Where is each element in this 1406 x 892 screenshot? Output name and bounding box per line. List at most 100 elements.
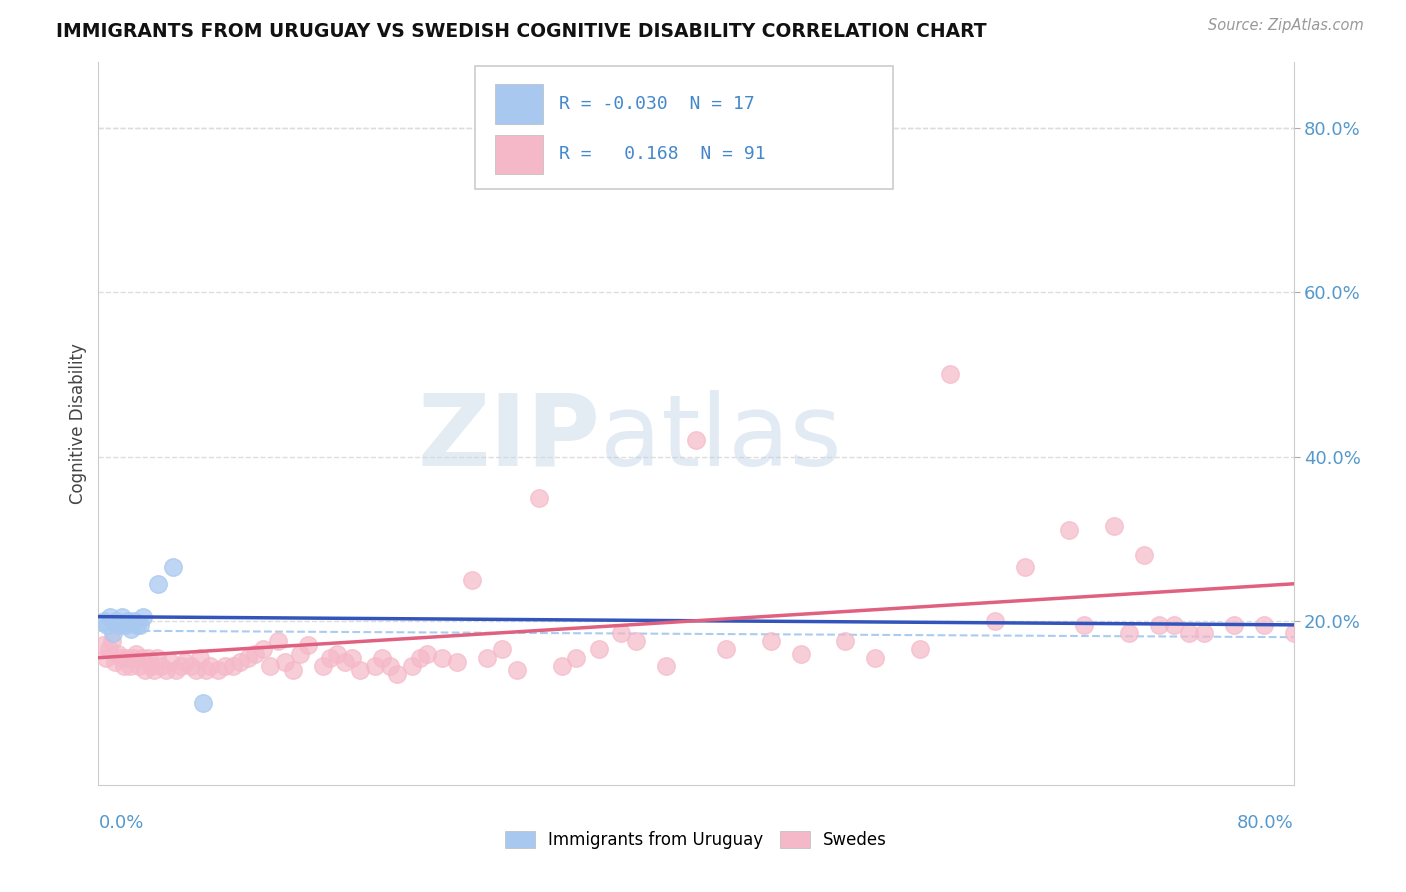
- Point: [96, 618, 118, 632]
- Point: [139, 659, 162, 673]
- Point: [1147, 618, 1170, 632]
- Point: [908, 642, 931, 657]
- Point: [125, 647, 148, 661]
- Point: [1163, 618, 1185, 632]
- Text: ZIP: ZIP: [418, 390, 600, 487]
- Point: [91, 639, 114, 653]
- Point: [124, 614, 146, 628]
- Point: [259, 659, 281, 673]
- Point: [110, 650, 132, 665]
- Point: [136, 650, 159, 665]
- Point: [150, 659, 173, 673]
- Point: [184, 663, 207, 677]
- Point: [281, 663, 304, 677]
- Point: [222, 659, 245, 673]
- Point: [446, 655, 468, 669]
- Point: [378, 659, 401, 673]
- Point: [162, 560, 184, 574]
- Text: 0.0%: 0.0%: [98, 814, 143, 832]
- Point: [342, 650, 364, 665]
- Text: R =   0.168  N = 91: R = 0.168 N = 91: [558, 145, 765, 163]
- Point: [408, 650, 430, 665]
- Point: [1223, 618, 1246, 632]
- Point: [527, 491, 550, 505]
- Point: [1059, 524, 1081, 538]
- Text: Source: ZipAtlas.com: Source: ZipAtlas.com: [1208, 18, 1364, 33]
- Point: [626, 634, 648, 648]
- Point: [245, 647, 267, 661]
- Y-axis label: Cognitive Disability: Cognitive Disability: [69, 343, 87, 504]
- Point: [274, 655, 297, 669]
- Point: [155, 663, 177, 677]
- Point: [759, 634, 782, 648]
- Point: [506, 663, 529, 677]
- Point: [108, 618, 131, 632]
- FancyBboxPatch shape: [495, 84, 543, 124]
- Point: [252, 642, 274, 657]
- Point: [1178, 626, 1201, 640]
- Point: [565, 650, 588, 665]
- Point: [115, 650, 138, 665]
- Point: [159, 655, 181, 669]
- Point: [1253, 618, 1275, 632]
- Point: [118, 659, 141, 673]
- Point: [333, 655, 356, 669]
- Point: [93, 614, 115, 628]
- Point: [610, 626, 633, 640]
- Point: [105, 614, 128, 628]
- Point: [165, 663, 187, 677]
- Text: R = -0.030  N = 17: R = -0.030 N = 17: [558, 95, 754, 112]
- Point: [191, 696, 214, 710]
- Point: [267, 634, 290, 648]
- Point: [174, 655, 197, 669]
- Point: [430, 650, 453, 665]
- Point: [103, 626, 125, 640]
- Point: [114, 618, 136, 632]
- Point: [984, 614, 1007, 628]
- Point: [1014, 560, 1036, 574]
- Text: atlas: atlas: [600, 390, 842, 487]
- Point: [132, 609, 155, 624]
- Point: [939, 368, 962, 382]
- Point: [789, 647, 811, 661]
- Point: [236, 650, 259, 665]
- Point: [655, 659, 678, 673]
- Point: [180, 659, 202, 673]
- Point: [385, 667, 409, 681]
- Point: [1192, 626, 1215, 640]
- Point: [134, 663, 156, 677]
- Point: [104, 655, 127, 669]
- Point: [714, 642, 737, 657]
- FancyBboxPatch shape: [475, 66, 893, 189]
- Point: [131, 650, 153, 665]
- Point: [214, 659, 236, 673]
- Point: [145, 650, 167, 665]
- Point: [371, 650, 394, 665]
- Point: [1073, 618, 1095, 632]
- Point: [112, 659, 135, 673]
- Point: [200, 659, 222, 673]
- Point: [461, 573, 484, 587]
- Point: [111, 609, 134, 624]
- Point: [94, 650, 117, 665]
- Legend: Immigrants from Uruguay, Swedes: Immigrants from Uruguay, Swedes: [498, 824, 894, 856]
- Point: [588, 642, 610, 657]
- Point: [349, 663, 371, 677]
- Point: [288, 647, 311, 661]
- Point: [475, 650, 498, 665]
- Point: [97, 642, 120, 657]
- Point: [120, 622, 142, 636]
- Point: [865, 650, 887, 665]
- Point: [1133, 548, 1156, 562]
- Point: [297, 639, 319, 653]
- Text: 80.0%: 80.0%: [1237, 814, 1294, 832]
- FancyBboxPatch shape: [495, 135, 543, 175]
- Point: [685, 433, 707, 447]
- Point: [1118, 626, 1140, 640]
- Point: [1282, 626, 1305, 640]
- Point: [195, 663, 218, 677]
- Point: [401, 659, 423, 673]
- Point: [98, 609, 122, 624]
- Point: [148, 576, 170, 591]
- Point: [117, 614, 139, 628]
